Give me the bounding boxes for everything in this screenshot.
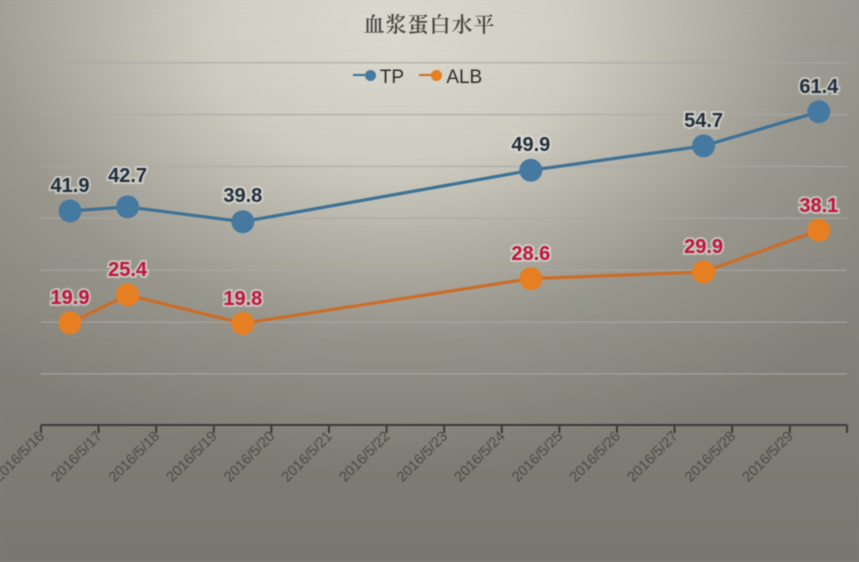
svg-text:38.1: 38.1 [799, 195, 838, 217]
svg-text:2016/5/21: 2016/5/21 [279, 429, 336, 486]
svg-text:19.9: 19.9 [51, 287, 90, 309]
svg-text:2016/5/27: 2016/5/27 [624, 429, 681, 486]
svg-text:2016/5/22: 2016/5/22 [336, 429, 393, 486]
svg-text:2016/5/16: 2016/5/16 [0, 429, 48, 486]
svg-text:61.4: 61.4 [799, 76, 839, 98]
svg-text:2016/5/25: 2016/5/25 [509, 429, 566, 486]
svg-text:25.4: 25.4 [108, 259, 148, 281]
svg-text:2016/5/17: 2016/5/17 [48, 429, 105, 486]
svg-text:2016/5/20: 2016/5/20 [221, 429, 278, 486]
svg-text:2016/5/29: 2016/5/29 [740, 429, 797, 486]
svg-text:2016/5/19: 2016/5/19 [164, 429, 221, 486]
svg-text:19.8: 19.8 [223, 288, 262, 310]
svg-text:2016/5/28: 2016/5/28 [682, 429, 739, 486]
svg-text:2016/5/23: 2016/5/23 [394, 429, 451, 486]
svg-text:49.9: 49.9 [511, 134, 550, 156]
svg-text:2016/5/24: 2016/5/24 [452, 429, 509, 486]
svg-text:2016/5/26: 2016/5/26 [567, 429, 624, 486]
svg-text:41.9: 41.9 [51, 175, 90, 197]
svg-text:28.6: 28.6 [511, 243, 550, 265]
svg-text:2016/5/18: 2016/5/18 [106, 429, 163, 486]
svg-text:29.9: 29.9 [684, 236, 723, 258]
svg-text:54.7: 54.7 [684, 110, 723, 132]
svg-text:42.7: 42.7 [108, 165, 147, 187]
svg-text:39.8: 39.8 [223, 185, 262, 207]
